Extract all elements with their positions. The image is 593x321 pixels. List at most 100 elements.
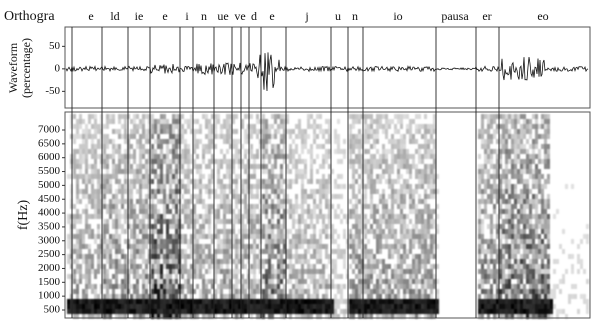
spectrogram-texture (136, 269, 139, 274)
spectrogram-texture (184, 189, 187, 194)
spectrogram-texture (529, 169, 532, 174)
spectrogram-texture (106, 119, 109, 124)
spectrogram-texture (319, 189, 322, 194)
spectrogram-texture (529, 199, 532, 204)
spectrogram-texture (253, 259, 256, 264)
spectrogram-texture (499, 229, 502, 234)
spectrogram-texture (235, 259, 238, 264)
spectrogram-texture (370, 134, 373, 139)
spectrogram-texture (268, 279, 271, 284)
spectrogram-texture (499, 299, 502, 304)
spectrogram-texture (91, 174, 94, 179)
spectrogram-texture (376, 164, 379, 169)
spectrogram-texture (166, 204, 169, 209)
spectrogram-texture (103, 124, 106, 129)
spectrogram-texture (430, 169, 433, 174)
spectrogram-texture (151, 274, 154, 279)
spectrogram-texture (355, 114, 358, 119)
spectrogram-texture (520, 129, 523, 134)
spectrogram-texture (409, 119, 412, 124)
spectrogram-texture (400, 214, 403, 219)
spectrogram-texture (124, 209, 127, 214)
spectrogram-texture (562, 229, 565, 234)
spectrogram-texture (88, 114, 91, 119)
spectrogram-texture (490, 259, 493, 264)
spectrogram-texture (220, 194, 223, 199)
spectrogram-texture (217, 164, 220, 169)
spectrogram-texture (226, 174, 229, 179)
spectrogram-texture (367, 239, 370, 244)
spectrogram-texture (565, 269, 568, 274)
spectrogram-texture (412, 269, 415, 274)
spectrogram-texture (481, 114, 484, 119)
spectrogram-texture (253, 239, 256, 244)
spectrogram-texture (103, 284, 106, 289)
spectrogram-texture (100, 204, 103, 209)
spectrogram-texture (406, 249, 409, 254)
spectrogram-texture (127, 169, 130, 174)
spectrogram-texture (151, 294, 154, 299)
spectrogram-texture (526, 269, 529, 274)
spectrogram-texture (172, 284, 175, 289)
spectrogram-texture (415, 114, 418, 119)
spectrogram-texture (511, 284, 514, 289)
spectrogram-texture (85, 194, 88, 199)
y-tick-label: 6000 (38, 151, 61, 163)
spectrogram-texture (172, 234, 175, 239)
spectrogram-texture (502, 309, 505, 314)
spectrogram-texture (409, 274, 412, 279)
spectrogram-texture (172, 124, 175, 129)
spectrogram-texture (142, 224, 145, 229)
spectrogram-texture (130, 189, 133, 194)
spectrogram-texture (373, 179, 376, 184)
spectrogram-texture (142, 154, 145, 159)
spectrogram-texture (520, 264, 523, 269)
spectrogram-texture (514, 289, 517, 294)
spectrogram-texture (73, 224, 76, 229)
spectrogram-texture (316, 154, 319, 159)
spectrogram-texture (88, 194, 91, 199)
spectrogram-texture (295, 169, 298, 174)
spectrogram-texture (544, 204, 547, 209)
spectrogram-texture (151, 149, 154, 154)
spectrogram-texture (118, 294, 121, 299)
spectrogram-texture (571, 264, 574, 269)
spectrogram-texture (391, 194, 394, 199)
spectrogram-texture (124, 264, 127, 269)
spectrogram-texture (103, 199, 106, 204)
spectrogram-texture (415, 204, 418, 209)
spectrogram-texture (346, 304, 349, 309)
spectrogram-texture (244, 139, 247, 144)
spectrogram-texture (298, 134, 301, 139)
spectrogram-texture (292, 154, 295, 159)
spectrogram-texture (319, 229, 322, 234)
spectrogram-texture (478, 169, 481, 174)
spectrogram-texture (298, 219, 301, 224)
spectrogram-texture (526, 249, 529, 254)
spectrogram-texture (106, 304, 109, 309)
spectrogram-texture (271, 279, 274, 284)
spectrogram-texture (277, 154, 280, 159)
spectrogram-texture (400, 199, 403, 204)
spectrogram-texture (421, 239, 424, 244)
y-tick-label: 6500 (38, 137, 61, 149)
spectrogram-texture (76, 119, 79, 124)
spectrogram-texture (487, 139, 490, 144)
spectrogram-texture (226, 119, 229, 124)
spectrogram-texture (493, 114, 496, 119)
spectrogram-texture (79, 254, 82, 259)
spectrogram-texture (373, 164, 376, 169)
spectrogram-texture (301, 274, 304, 279)
spectrogram-texture (388, 164, 391, 169)
spectrogram-texture (163, 259, 166, 264)
spectrogram-texture (370, 189, 373, 194)
spectrogram-texture (169, 244, 172, 249)
spectrogram-texture (505, 274, 508, 279)
spectrogram-texture (505, 179, 508, 184)
spectrogram-texture (136, 274, 139, 279)
spectrogram-texture (202, 254, 205, 259)
spectrogram-texture (76, 234, 79, 239)
spectrogram-texture (385, 114, 388, 119)
spectrogram-texture (514, 299, 517, 304)
y-tick-label: -50 (45, 85, 60, 97)
